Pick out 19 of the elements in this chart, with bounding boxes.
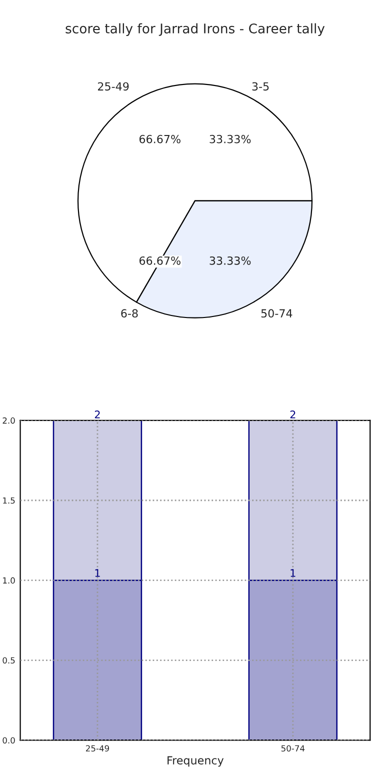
- slice-label: 50-74: [261, 309, 292, 318]
- data-label: 1: [290, 569, 296, 577]
- data-label: 1: [95, 569, 100, 577]
- y-tick-label: 2.0: [2, 417, 15, 424]
- text: 3-5: [252, 82, 269, 91]
- data-label: 33.33%: [210, 256, 251, 265]
- x-axis-title: Frequency: [168, 756, 224, 767]
- y-tick-label: 1.5: [3, 497, 15, 504]
- total-label: 2: [94, 410, 100, 418]
- total-label: 2: [290, 410, 296, 418]
- chart-title: score tally for Jarrad Irons - Career tally: [66, 23, 325, 36]
- text: 33.33%: [210, 134, 251, 144]
- text: 6-8: [121, 309, 138, 318]
- y-tick-label: 1.0: [3, 577, 15, 584]
- y-tick-label: 0.5: [2, 657, 15, 664]
- text: 66.67%: [139, 256, 180, 265]
- y-tick-label: 0.0: [2, 737, 15, 744]
- slice-label: 25-49: [98, 82, 129, 91]
- data-label: 66.67%: [139, 134, 180, 144]
